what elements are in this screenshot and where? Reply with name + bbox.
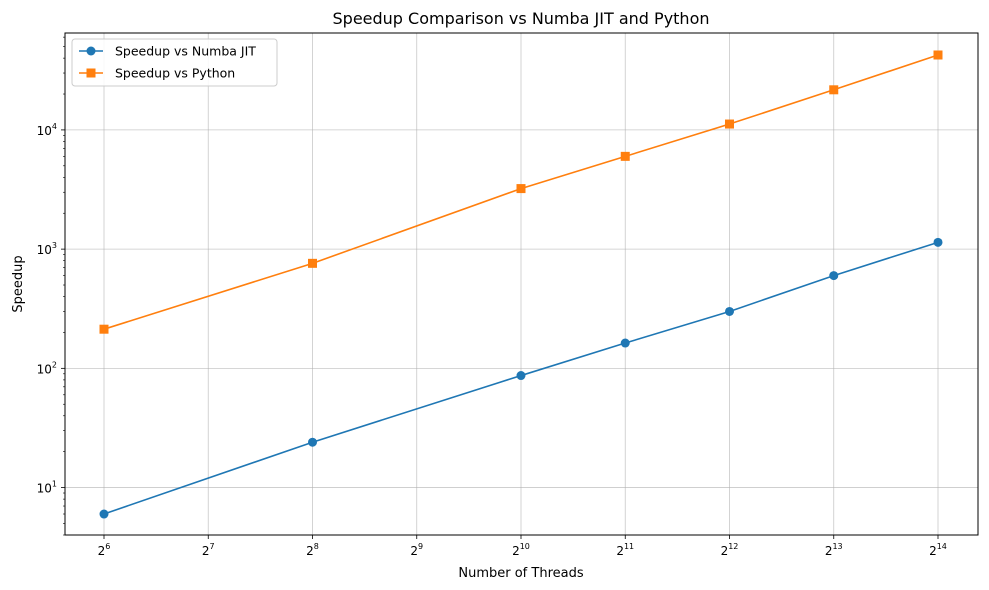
x-tick-label: 212 bbox=[721, 542, 739, 558]
grid-lines bbox=[65, 33, 978, 535]
legend-label-0: Speedup vs Numba JIT bbox=[115, 44, 256, 59]
y-tick-label: 101 bbox=[37, 480, 57, 496]
axes: 26 27 28 29 210 211 212 213 214 101 102 103 104 bbox=[37, 36, 947, 558]
legend-label-1: Speedup vs Python bbox=[115, 66, 235, 81]
series-layer bbox=[99, 50, 943, 519]
x-tick-label: 210 bbox=[512, 542, 530, 558]
x-tick-label: 214 bbox=[929, 542, 947, 558]
x-tick-label: 27 bbox=[202, 542, 215, 558]
x-tick-label: 211 bbox=[616, 542, 634, 558]
data-point-circle bbox=[829, 271, 839, 281]
data-point-square bbox=[308, 258, 317, 268]
legend: Speedup vs Numba JIT Speedup vs Python bbox=[71, 38, 278, 87]
x-tick-label: 26 bbox=[98, 542, 111, 558]
legend-box bbox=[71, 38, 278, 87]
data-point-square bbox=[620, 151, 630, 161]
legend-marker-square bbox=[86, 68, 96, 78]
data-point-circle bbox=[99, 509, 109, 519]
x-axis-label: Number of Threads bbox=[458, 566, 583, 581]
y-axis-label: Speedup bbox=[11, 255, 26, 312]
data-point-square bbox=[99, 324, 109, 334]
x-tick-label: 28 bbox=[306, 542, 319, 558]
chart-title: Speedup Comparison vs Numba JIT and Pyth… bbox=[333, 9, 710, 28]
plot-area-frame bbox=[64, 32, 979, 536]
data-point-square bbox=[829, 85, 839, 95]
data-point-square bbox=[725, 119, 734, 129]
y-tick-label: 104 bbox=[37, 122, 57, 138]
x-tick-label: 213 bbox=[825, 542, 843, 558]
data-point-square bbox=[933, 50, 943, 60]
y-tick-label: 103 bbox=[37, 241, 57, 257]
data-point-circle bbox=[308, 437, 317, 447]
x-tick-label: 29 bbox=[410, 542, 423, 558]
data-point-circle bbox=[933, 237, 943, 247]
data-point-square bbox=[516, 184, 526, 194]
data-point-circle bbox=[725, 306, 734, 316]
data-point-circle bbox=[620, 338, 630, 348]
y-tick-label: 102 bbox=[37, 360, 57, 376]
legend-marker-circle bbox=[86, 46, 96, 56]
data-point-circle bbox=[516, 371, 526, 381]
